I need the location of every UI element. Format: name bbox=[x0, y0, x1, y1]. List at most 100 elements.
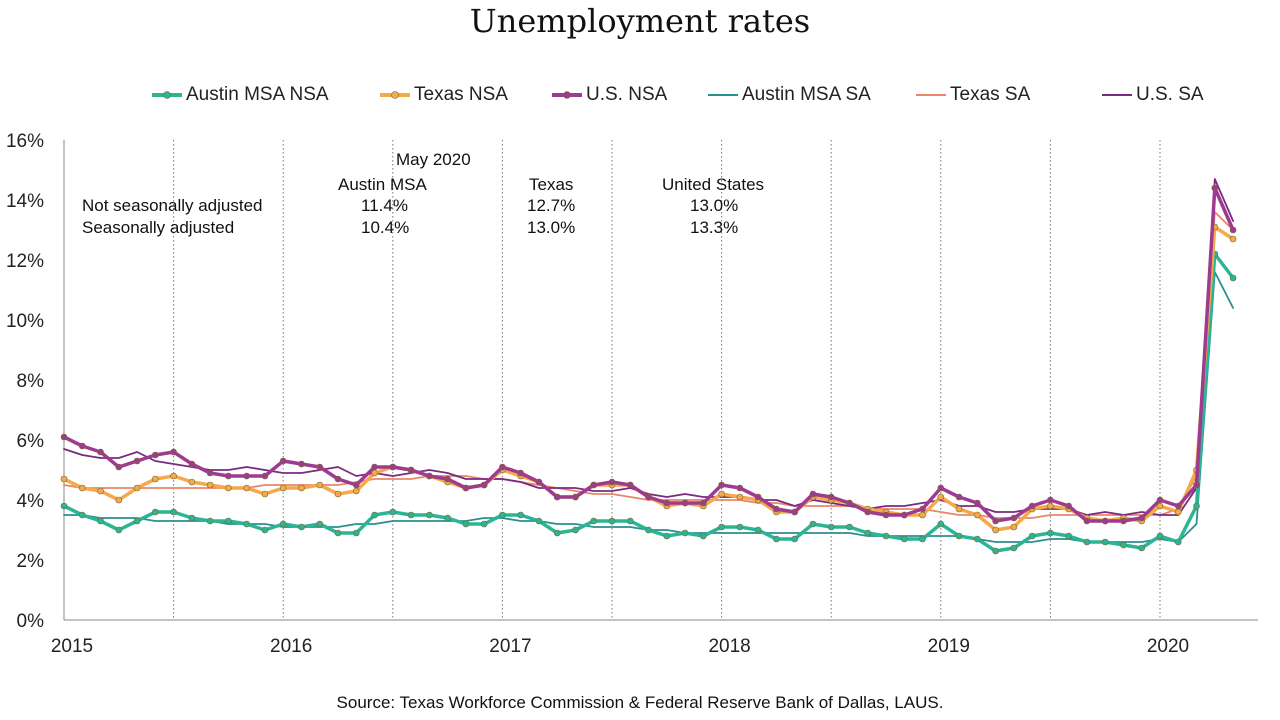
data-point bbox=[316, 481, 324, 489]
y-tick-label: 10% bbox=[6, 311, 44, 332]
data-point bbox=[882, 532, 890, 540]
data-point bbox=[115, 526, 123, 534]
legend-swatch bbox=[550, 85, 584, 105]
data-point bbox=[480, 520, 488, 528]
data-point bbox=[1193, 481, 1200, 489]
y-tick-label: 14% bbox=[6, 191, 44, 212]
data-point bbox=[974, 511, 981, 519]
y-tick-label: 6% bbox=[17, 431, 45, 452]
data-point bbox=[882, 511, 890, 519]
data-point bbox=[1174, 538, 1182, 546]
data-point bbox=[371, 463, 378, 471]
legend-label: Texas NSA bbox=[414, 84, 508, 105]
series-group bbox=[60, 178, 1237, 555]
data-point bbox=[700, 499, 707, 507]
legend-item: Austin MSA NSA bbox=[150, 84, 329, 106]
data-point bbox=[352, 487, 360, 495]
data-point bbox=[115, 463, 123, 471]
data-point bbox=[279, 484, 287, 492]
data-point bbox=[1028, 532, 1036, 540]
data-point bbox=[1120, 517, 1127, 525]
data-point bbox=[170, 472, 177, 480]
data-point bbox=[133, 457, 141, 465]
y-tick-label: 12% bbox=[6, 251, 44, 272]
y-tick-label: 16% bbox=[6, 131, 44, 152]
series-line bbox=[62, 225, 1235, 532]
legend-item: Austin MSA SA bbox=[706, 84, 871, 106]
data-point bbox=[626, 481, 634, 489]
data-point bbox=[626, 517, 634, 525]
series-texas-sa bbox=[63, 211, 1234, 519]
data-point bbox=[754, 526, 762, 534]
data-point bbox=[645, 526, 652, 534]
data-point bbox=[1047, 529, 1054, 537]
legend-label: Austin MSA NSA bbox=[186, 84, 329, 105]
data-point bbox=[864, 508, 872, 516]
data-point bbox=[316, 520, 324, 528]
table-col-texas: Texas bbox=[529, 175, 574, 194]
data-point bbox=[754, 493, 762, 501]
x-tick-label: 2017 bbox=[489, 636, 531, 657]
table-cell-nsa-texas: 12.7% bbox=[527, 196, 576, 215]
data-point bbox=[407, 511, 415, 519]
legend-item: U.S. SA bbox=[1100, 84, 1204, 106]
data-point bbox=[1193, 502, 1200, 510]
legend-item: U.S. NSA bbox=[550, 84, 667, 106]
data-point bbox=[426, 472, 433, 480]
data-point bbox=[992, 526, 999, 534]
data-point bbox=[133, 517, 141, 525]
legend-label: Austin MSA SA bbox=[742, 84, 871, 105]
data-point bbox=[900, 535, 908, 543]
data-point bbox=[133, 484, 141, 492]
table-cell-sa-texas: 13.0% bbox=[527, 218, 576, 237]
data-point bbox=[426, 511, 433, 519]
series-line bbox=[63, 178, 1234, 516]
data-point bbox=[462, 520, 470, 528]
source-note: Source: Texas Workforce Commission & Fed… bbox=[336, 693, 944, 712]
data-point bbox=[225, 484, 232, 492]
data-point bbox=[243, 484, 250, 492]
y-tick-label: 8% bbox=[17, 371, 45, 392]
data-point bbox=[681, 529, 689, 537]
data-point bbox=[78, 511, 86, 519]
data-point bbox=[462, 484, 470, 492]
data-point bbox=[188, 478, 196, 486]
data-point bbox=[937, 493, 945, 501]
data-point bbox=[645, 493, 652, 501]
data-point bbox=[1101, 517, 1109, 525]
data-point bbox=[60, 502, 68, 510]
series-u-s-nsa bbox=[60, 184, 1237, 525]
data-point bbox=[206, 517, 214, 525]
data-point bbox=[1028, 502, 1036, 510]
data-point bbox=[279, 520, 287, 528]
data-point bbox=[517, 511, 524, 519]
data-point bbox=[718, 481, 725, 489]
data-point bbox=[352, 529, 360, 537]
data-point bbox=[188, 514, 196, 522]
series-texas-nsa bbox=[60, 223, 1237, 534]
data-point bbox=[590, 481, 598, 489]
data-point bbox=[681, 499, 689, 507]
legend-label: Texas SA bbox=[950, 84, 1031, 105]
data-point bbox=[827, 523, 835, 531]
data-point bbox=[663, 532, 671, 540]
data-point bbox=[773, 535, 780, 543]
data-point bbox=[334, 475, 342, 483]
data-point bbox=[1010, 523, 1018, 531]
data-point bbox=[864, 529, 872, 537]
data-point bbox=[535, 478, 543, 486]
data-point bbox=[937, 520, 945, 528]
legend-swatch bbox=[706, 85, 740, 105]
data-point bbox=[407, 466, 415, 474]
data-point bbox=[261, 490, 269, 498]
data-point bbox=[700, 532, 707, 540]
series-line bbox=[62, 186, 1235, 523]
data-point bbox=[1229, 235, 1237, 243]
data-point bbox=[97, 487, 104, 495]
data-point bbox=[152, 451, 159, 459]
data-point bbox=[1229, 274, 1237, 282]
data-point bbox=[334, 529, 342, 537]
data-point bbox=[1156, 496, 1164, 504]
data-point bbox=[261, 472, 269, 480]
